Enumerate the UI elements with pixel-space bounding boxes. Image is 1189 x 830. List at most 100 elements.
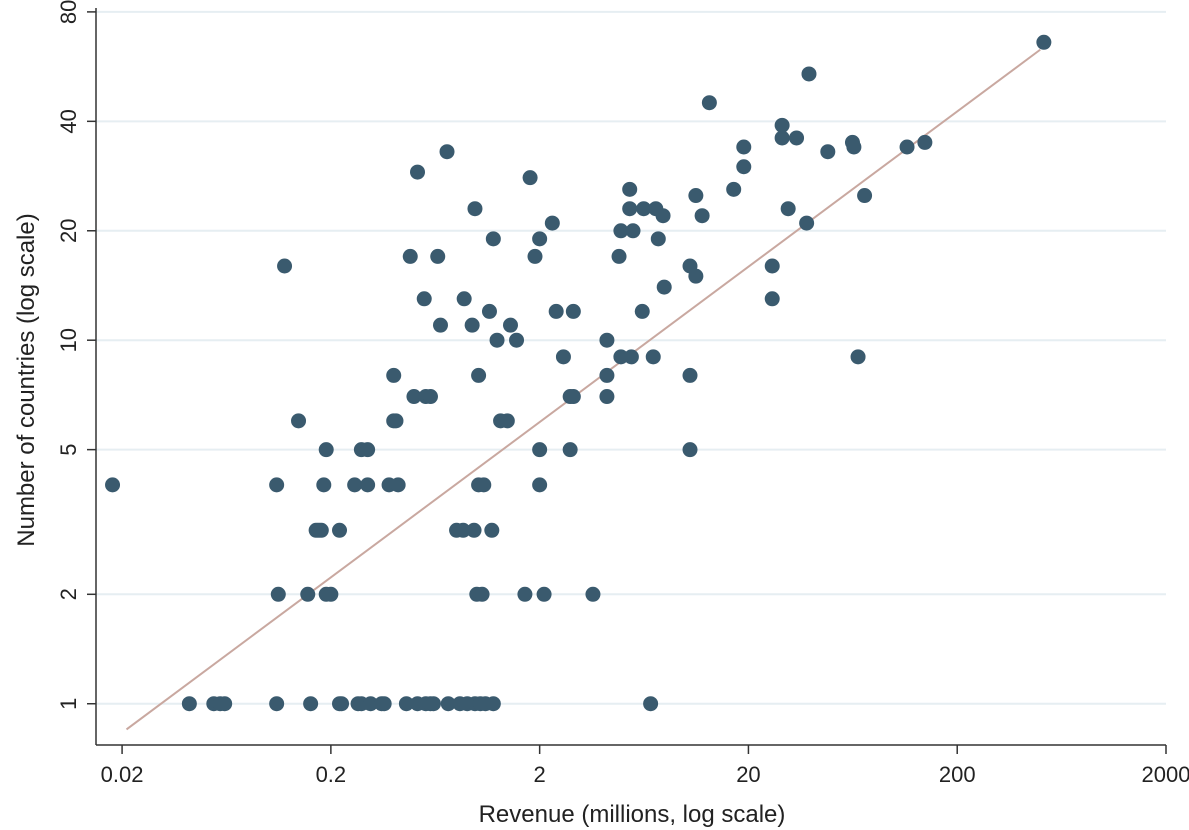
data-point (682, 442, 698, 458)
data-point (388, 413, 404, 429)
data-point (599, 367, 615, 383)
data-point (509, 332, 525, 348)
data-point (643, 696, 659, 712)
data-point (181, 696, 197, 712)
y-tick-label: 40 (56, 109, 81, 133)
data-point (485, 231, 501, 247)
data-point (611, 248, 627, 264)
data-point (270, 586, 286, 602)
data-point (432, 317, 448, 333)
data-point (467, 201, 483, 217)
data-point (522, 170, 538, 186)
y-tick-label: 5 (56, 444, 81, 456)
data-point (623, 349, 639, 365)
data-point (502, 317, 518, 333)
data-point (536, 586, 552, 602)
data-point (622, 181, 638, 197)
data-point (636, 201, 652, 217)
data-point (544, 215, 560, 231)
data-point (425, 696, 441, 712)
data-point (622, 201, 638, 217)
data-point (217, 696, 233, 712)
data-point (390, 477, 406, 493)
data-point (774, 130, 790, 146)
y-tick-label: 80 (56, 0, 81, 24)
data-point (363, 696, 379, 712)
data-point (485, 696, 501, 712)
data-point (656, 279, 672, 295)
data-point (625, 223, 641, 239)
data-point (726, 181, 742, 197)
data-point (360, 477, 376, 493)
data-point (416, 291, 432, 307)
data-point (634, 303, 650, 319)
data-point (476, 477, 492, 493)
y-tick-label: 10 (56, 328, 81, 352)
axes (87, 8, 1167, 754)
data-point (313, 522, 329, 538)
y-tick-label: 2 (56, 588, 81, 600)
data-point (701, 95, 717, 111)
data-point (613, 223, 629, 239)
x-tick-label: 2 (534, 762, 546, 787)
data-point (736, 159, 752, 175)
data-point (694, 208, 710, 224)
x-tick-label: 20 (736, 762, 760, 787)
data-point (303, 696, 319, 712)
data-point (402, 248, 418, 264)
data-point (764, 258, 780, 274)
data-point (899, 139, 915, 155)
y-tick-label: 1 (56, 698, 81, 710)
data-point (471, 367, 487, 383)
data-point (565, 303, 581, 319)
data-point (332, 522, 348, 538)
data-point (645, 349, 661, 365)
data-point (650, 231, 666, 247)
data-point (562, 442, 578, 458)
data-point (347, 477, 363, 493)
data-point (466, 522, 482, 538)
data-point (455, 522, 471, 538)
data-point (846, 139, 862, 155)
data-point (410, 164, 426, 180)
data-point (456, 291, 472, 307)
data-point (481, 303, 497, 319)
data-point (688, 268, 704, 284)
x-tick-label: 200 (939, 762, 976, 787)
data-point (484, 522, 500, 538)
data-point (316, 477, 332, 493)
data-point (565, 389, 581, 405)
data-point (386, 367, 402, 383)
data-point (736, 139, 752, 155)
x-tick-label: 2000 (1142, 762, 1189, 787)
data-point (323, 586, 339, 602)
data-point (489, 332, 505, 348)
data-point (857, 188, 873, 204)
data-point (406, 389, 422, 405)
y-axis-label: Number of countries (log scale) (13, 213, 40, 546)
data-point (269, 477, 285, 493)
data-point (105, 477, 121, 493)
data-point (334, 696, 350, 712)
data-point (682, 367, 698, 383)
data-point (422, 389, 438, 405)
data-point (269, 696, 285, 712)
data-point (599, 389, 615, 405)
data-point (532, 477, 548, 493)
data-point (599, 332, 615, 348)
data-point (799, 215, 815, 231)
data-point (548, 303, 564, 319)
data-point (774, 117, 790, 133)
data-point (585, 586, 601, 602)
data-point (376, 696, 392, 712)
data-point (440, 696, 456, 712)
tick-labels: 0.02 0.2 2 20 200 2000 1 2 5 10 20 40 80 (56, 0, 1189, 787)
data-points (105, 34, 1052, 712)
data-point (613, 349, 629, 365)
data-point (532, 442, 548, 458)
data-point (820, 144, 836, 160)
data-point (499, 413, 515, 429)
x-tick-label: 0.2 (316, 762, 347, 787)
data-point (555, 349, 571, 365)
